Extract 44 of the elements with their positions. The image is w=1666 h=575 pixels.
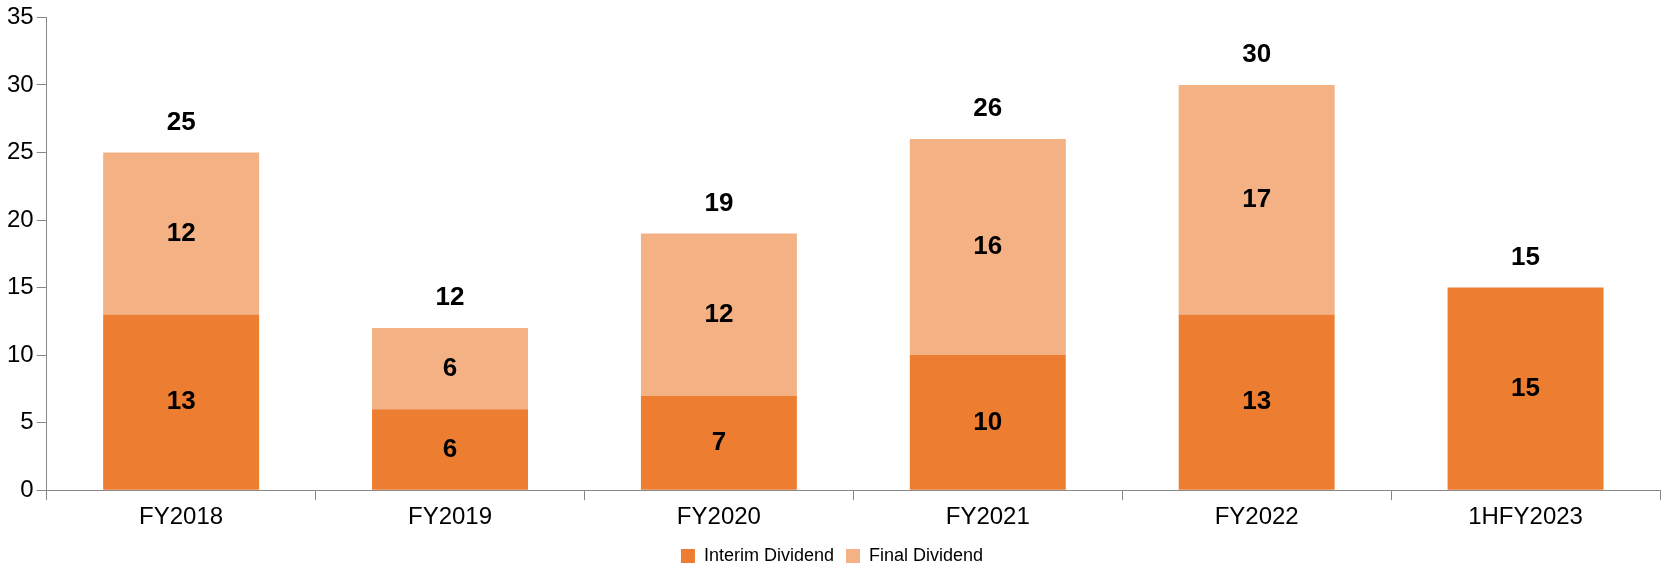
x-tick-label: 1HFY2023 — [1468, 502, 1583, 530]
bar — [372, 328, 528, 410]
data-label: 15 — [1511, 371, 1541, 402]
total-label: 15 — [1511, 240, 1541, 271]
bar — [640, 395, 797, 490]
y-tick-label: 35 — [6, 2, 34, 30]
y-tick-label: 10 — [6, 339, 34, 367]
data-label: 17 — [1242, 182, 1272, 213]
y-tick-label: 5 — [20, 407, 34, 435]
x-tick-label: FY2018 — [139, 502, 224, 530]
total-label: 30 — [1242, 38, 1272, 69]
x-tick-label: FY2022 — [1214, 502, 1299, 530]
bar — [909, 138, 1066, 356]
x-tick-label: FY2020 — [676, 502, 761, 530]
y-tick-label: 0 — [20, 474, 34, 502]
y-tick-label: 15 — [6, 272, 34, 300]
bar — [909, 355, 1066, 490]
data-label: 13 — [1242, 385, 1272, 416]
bar — [1447, 287, 1604, 490]
data-label: 12 — [166, 216, 196, 247]
bar — [1178, 84, 1335, 315]
data-label: 13 — [166, 385, 196, 416]
y-tick-label: 25 — [6, 137, 34, 165]
x-tick-label: FY2019 — [407, 502, 493, 530]
data-label: 12 — [704, 297, 734, 328]
data-label: 10 — [973, 405, 1003, 436]
bar — [103, 152, 260, 315]
x-tick-label: FY2021 — [945, 502, 1030, 530]
y-tick-label: 20 — [6, 204, 34, 232]
bar — [103, 314, 260, 490]
data-label: 6 — [442, 432, 458, 463]
total-label: 19 — [704, 186, 734, 217]
legend-label: Interim Dividend — [703, 544, 835, 565]
legend-label: Final Dividend — [869, 544, 984, 565]
data-label: 16 — [973, 230, 1003, 261]
data-label: 6 — [442, 351, 458, 382]
total-label: 12 — [435, 281, 465, 312]
bar — [640, 233, 797, 396]
y-tick-label: 30 — [6, 69, 34, 97]
total-label: 25 — [166, 105, 196, 136]
data-label: 7 — [711, 425, 727, 456]
bar — [372, 409, 528, 490]
bar — [1178, 314, 1335, 490]
total-label: 26 — [973, 92, 1003, 123]
